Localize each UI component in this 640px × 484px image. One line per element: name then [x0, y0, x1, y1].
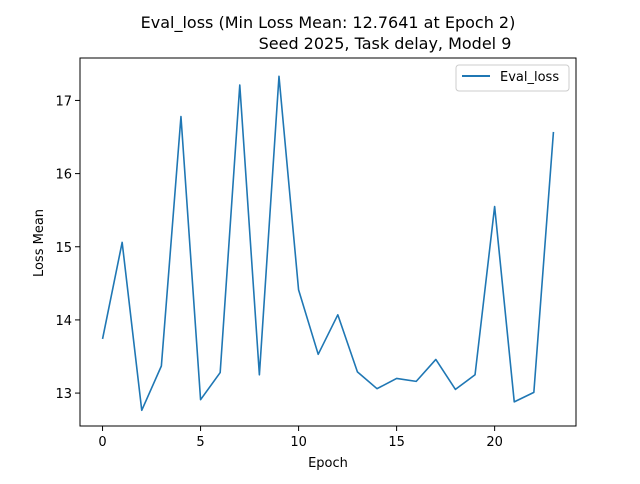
- x-tick-label: 15: [388, 435, 405, 450]
- x-tick-label: 5: [196, 435, 204, 450]
- chart-title-line-1: Eval_loss (Min Loss Mean: 12.7641 at Epo…: [141, 13, 516, 33]
- plot-frame: [79, 57, 577, 427]
- y-tick-label: 14: [55, 314, 72, 329]
- x-tick-label: 10: [290, 435, 307, 450]
- x-axis-label: Epoch: [308, 456, 348, 471]
- plot-area: 0 5 10 15 20 13 14 15 16 17: [55, 57, 577, 450]
- series-line-0: [101, 75, 555, 412]
- chart-title-line-2: Seed 2025, Task delay, Model 9: [259, 34, 512, 53]
- y-tick-label: 17: [55, 94, 72, 109]
- y-tick-label: 15: [55, 241, 72, 256]
- y-axis-label: Loss Mean: [32, 209, 47, 277]
- legend-label: Eval_loss: [500, 70, 559, 85]
- x-tick-label: 20: [486, 435, 503, 450]
- legend-box: [455, 64, 570, 92]
- y-tick-label: 13: [55, 387, 72, 402]
- x-tick-label: 0: [98, 435, 106, 450]
- y-tick-label: 16: [55, 168, 72, 183]
- legend: Eval_loss: [455, 64, 570, 92]
